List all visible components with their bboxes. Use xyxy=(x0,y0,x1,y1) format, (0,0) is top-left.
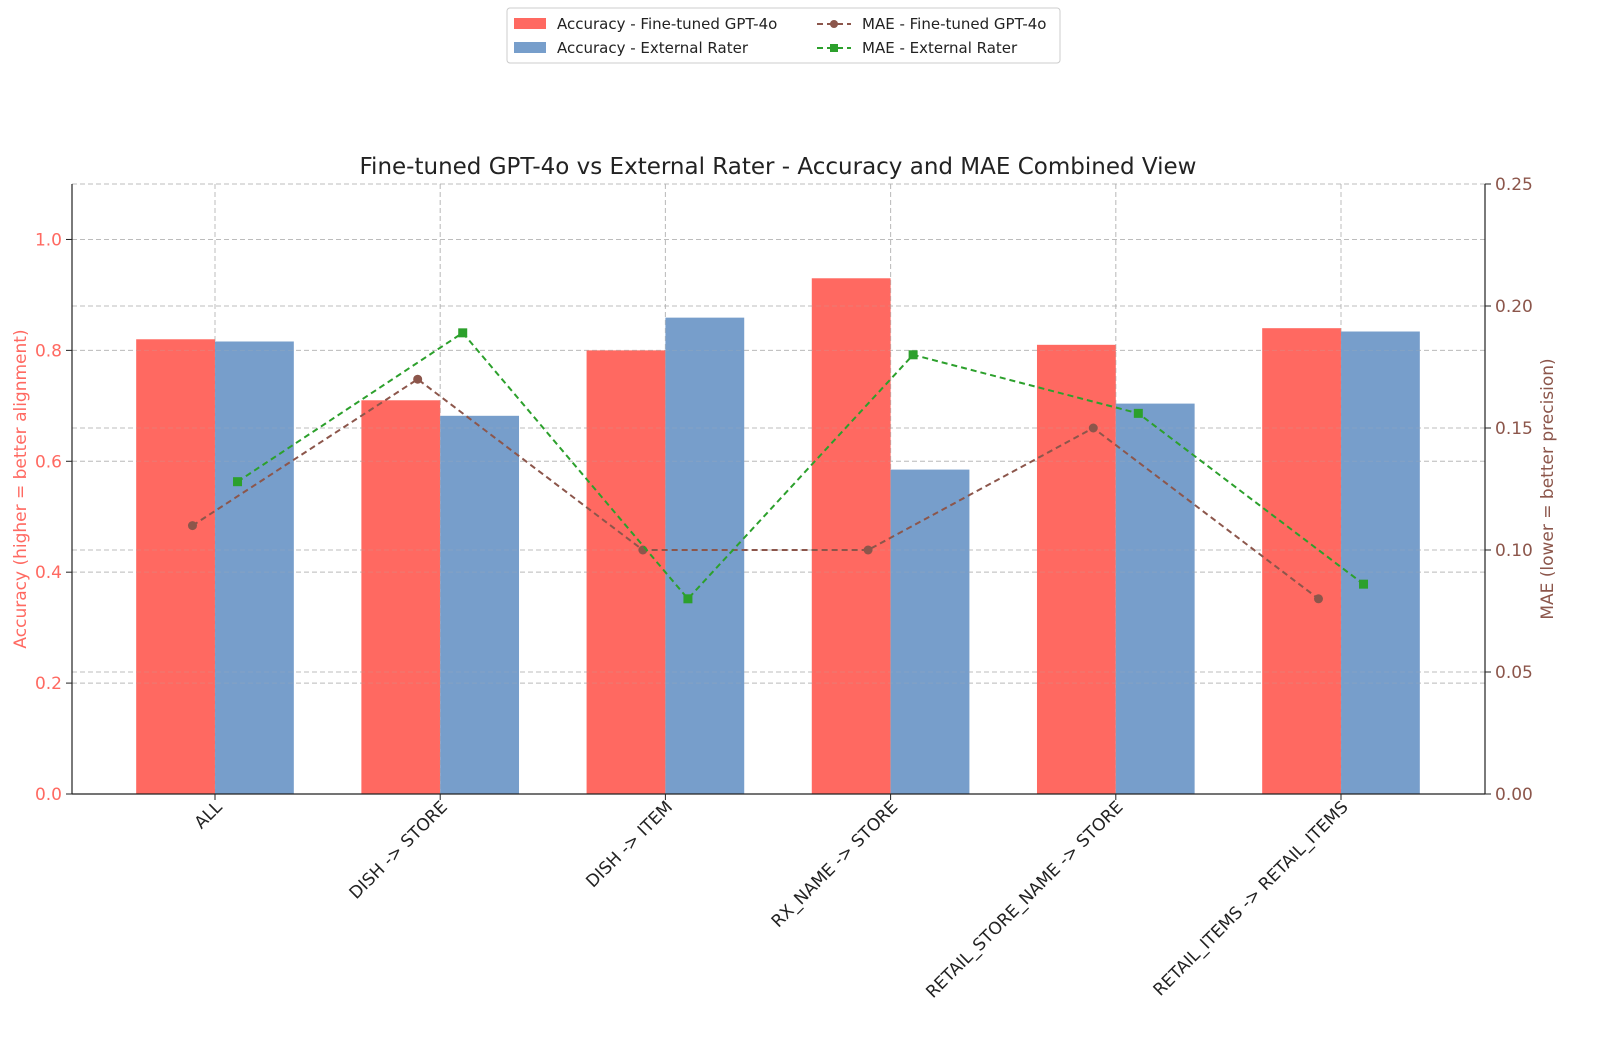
x-tick-label: ALL xyxy=(191,797,227,833)
mae-line-fine-tuned xyxy=(191,377,1320,600)
y2-tick-label: 0.00 xyxy=(1495,785,1533,805)
y2-tick-label: 0.05 xyxy=(1495,663,1533,683)
mae-line-external xyxy=(236,331,1365,601)
legend-label: Accuracy - Fine-tuned GPT-4o xyxy=(557,15,777,33)
legend-swatch-acc-ext xyxy=(514,42,546,53)
y2-axis-label: MAE (lower = better precision) xyxy=(1538,358,1558,619)
y-axis-label: Accuracy (higher = better alignment) xyxy=(11,329,31,648)
y2-tick-label: 0.25 xyxy=(1495,175,1533,195)
legend-swatch-acc-ft xyxy=(514,18,546,29)
y-tick-label: 0.0 xyxy=(35,785,62,805)
legend-marker-square xyxy=(830,44,838,52)
bar-external-2 xyxy=(665,317,745,794)
bar-fine-tuned-3 xyxy=(811,278,891,795)
bars xyxy=(136,278,1420,795)
bar-external-5 xyxy=(1341,331,1420,794)
mae-point-fine-tuned-4 xyxy=(1088,423,1098,433)
bar-fine-tuned-2 xyxy=(586,350,666,794)
mae-point-external-1 xyxy=(458,328,468,338)
bar-fine-tuned-4 xyxy=(1036,344,1116,794)
bar-external-0 xyxy=(215,341,294,794)
y-tick-label: 0.6 xyxy=(35,452,62,472)
legend-label: MAE - Fine-tuned GPT-4o xyxy=(862,15,1046,33)
bar-fine-tuned-0 xyxy=(136,339,216,794)
legend-label: MAE - External Rater xyxy=(862,39,1018,57)
chart-title: Fine-tuned GPT-4o vs External Rater - Ac… xyxy=(360,154,1197,180)
mae-point-external-5 xyxy=(1359,579,1369,589)
mae-point-external-0 xyxy=(233,477,243,487)
mae-point-external-4 xyxy=(1133,408,1143,418)
y2-tick-label: 0.20 xyxy=(1495,297,1533,317)
bar-fine-tuned-5 xyxy=(1262,328,1342,794)
mae-point-external-3 xyxy=(908,350,918,360)
y-tick-label: 1.0 xyxy=(35,230,62,250)
mae-point-fine-tuned-1 xyxy=(413,374,423,384)
x-tick-label: DISH -> STORE xyxy=(346,797,452,903)
grid-overlay xyxy=(72,183,1485,795)
y2-tick-label: 0.10 xyxy=(1495,541,1533,561)
x-tick-label: RETAIL_ITEMS -> RETAIL_ITEMS xyxy=(1150,797,1353,1000)
mae-point-external-2 xyxy=(683,594,693,604)
x-tick-label: DISH -> ITEM xyxy=(582,797,677,892)
mae-point-fine-tuned-3 xyxy=(863,545,873,555)
y-tick-label: 0.4 xyxy=(35,563,62,583)
legend: Accuracy - Fine-tuned GPT-4o Accuracy - … xyxy=(506,7,1061,64)
mae-lines xyxy=(187,328,1369,604)
bar-external-4 xyxy=(1115,403,1195,794)
y-tick-label: 0.2 xyxy=(35,674,62,694)
legend-label: Accuracy - External Rater xyxy=(557,39,749,57)
x-tick-label: RX_NAME -> STORE xyxy=(768,797,902,931)
mae-point-fine-tuned-5 xyxy=(1313,594,1323,604)
y-tick-label: 0.8 xyxy=(35,341,62,361)
legend-frame xyxy=(506,7,1061,64)
y2-tick-label: 0.15 xyxy=(1495,419,1533,439)
x-tick-label: RETAIL_STORE_NAME -> STORE xyxy=(922,797,1127,1002)
bar-fine-tuned-1 xyxy=(361,400,441,794)
mae-point-fine-tuned-0 xyxy=(187,521,197,531)
bar-external-3 xyxy=(890,469,970,794)
legend-marker-circle xyxy=(830,20,838,28)
bar-external-1 xyxy=(440,415,520,794)
